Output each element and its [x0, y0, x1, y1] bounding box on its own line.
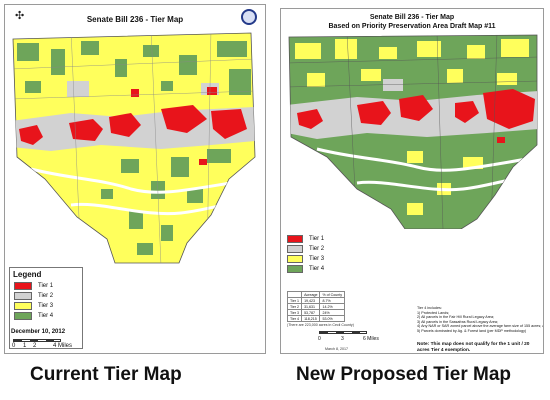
table-row: Tier 3 53,787 24%: [286, 309, 346, 316]
map-date: December 10, 2012: [11, 329, 66, 335]
tier4-item: 4) Any NAR or SAR zoned parcel above the…: [417, 324, 544, 329]
scale-tick: 6 Miles: [363, 336, 379, 342]
legend-item-tier1: Tier 1: [14, 282, 82, 290]
current-tier-map: [12, 32, 256, 264]
scale-tick: 4 Miles: [53, 343, 73, 349]
tier1-swatch: [14, 282, 32, 290]
scale-bar-graphic: [319, 331, 367, 334]
legend-item-tier1: Tier 1: [287, 235, 371, 243]
legend-label: Tier 3: [38, 303, 54, 309]
tier4-regions: [17, 41, 251, 255]
tier3-regions: [295, 39, 529, 215]
tier4-item: 5) Parcels dominated by Ag. & Forest lan…: [417, 328, 527, 333]
exemption-note: Note: This map does not qualify for the …: [417, 342, 530, 353]
right-map-subtitle: Based on Priority Preservation Area Draf…: [328, 23, 496, 30]
map-date: March 8, 2017: [325, 347, 348, 351]
scale-tick: 1: [23, 343, 27, 349]
legend-item-tier4: Tier 4: [14, 312, 82, 320]
tier3-swatch: [287, 255, 303, 263]
table-cell: 53.0%: [319, 315, 346, 322]
proposed-map-caption: New Proposed Tier Map: [296, 364, 512, 385]
tier3-swatch: [14, 302, 32, 310]
tier4-item: 3) All parcels in the Sassafras Rural Le…: [417, 319, 498, 324]
legend-label: Tier 1: [38, 283, 54, 289]
left-map-title: Senate Bill 236 - Tier Map: [86, 15, 184, 24]
scale-tick: 0: [318, 336, 321, 342]
tier2-swatch: [287, 245, 303, 253]
table-cell: Tier 4: [286, 315, 303, 322]
tier4-notes: Tier 4 includes: 1) Protected Lands; 2) …: [417, 306, 544, 334]
tier2-swatch: [14, 292, 32, 300]
left-legend: Legend Tier 1 Tier 2 Tier 3 Tier 4: [9, 267, 83, 349]
legend-item-tier3: Tier 3: [287, 255, 371, 263]
legend-label: Tier 4: [309, 266, 325, 272]
north-arrow-icon: ✣: [15, 10, 25, 22]
legend-label: Tier 3: [309, 256, 325, 262]
scale-tick: 3: [341, 336, 344, 342]
legend-label: Tier 2: [38, 293, 54, 299]
tier4-swatch: [14, 312, 32, 320]
right-map-title-line: Senate Bill 236 - Tier Map: [369, 14, 455, 21]
legend-item-tier3: Tier 3: [14, 302, 82, 310]
legend-title: Legend: [13, 270, 42, 279]
scale-tick: 0: [12, 343, 16, 349]
tier4-item: 2) All parcels in the Fair Hill Rural Le…: [417, 315, 495, 320]
tier1-regions: [297, 89, 535, 143]
county-seal-icon: [241, 9, 257, 25]
right-map-title: Senate Bill 236 - Tier Map Based on Prio…: [281, 13, 543, 31]
tier1-swatch: [287, 235, 303, 243]
proposed-tier-map: [288, 34, 538, 229]
table-note: (There are 223,000 acres in Cecil County…: [287, 323, 354, 327]
legend-label: Tier 2: [309, 246, 325, 252]
acreage-table: Acreage % of County Tier 1 19,423 8.7% T…: [286, 291, 346, 322]
table-row: Tier 4 118,215 53.0%: [286, 315, 346, 322]
legend-item-tier2: Tier 2: [287, 245, 371, 253]
current-map-caption: Current Tier Map: [30, 364, 182, 385]
tier4-item: 1) Protected Lands;: [417, 310, 450, 315]
tier1-regions: [19, 87, 247, 165]
scale-tick: 2: [33, 343, 37, 349]
legend-label: Tier 4: [38, 313, 54, 319]
current-tier-map-panel: ✣ Senate Bill 236 - Tier Map: [4, 4, 266, 354]
proposed-tier-map-panel: Senate Bill 236 - Tier Map Based on Prio…: [280, 8, 544, 354]
legend-label: Tier 1: [309, 236, 325, 242]
legend-item-tier2: Tier 2: [14, 292, 82, 300]
scale-bar-graphic: [13, 339, 61, 342]
tier4-swatch: [287, 265, 303, 273]
tier4-heading: Tier 4 includes:: [417, 306, 442, 310]
table-cell: 118,215: [301, 315, 321, 322]
legend-item-tier4: Tier 4: [287, 265, 371, 273]
right-legend: Tier 1 Tier 2 Tier 3 Tier 4: [287, 233, 371, 275]
